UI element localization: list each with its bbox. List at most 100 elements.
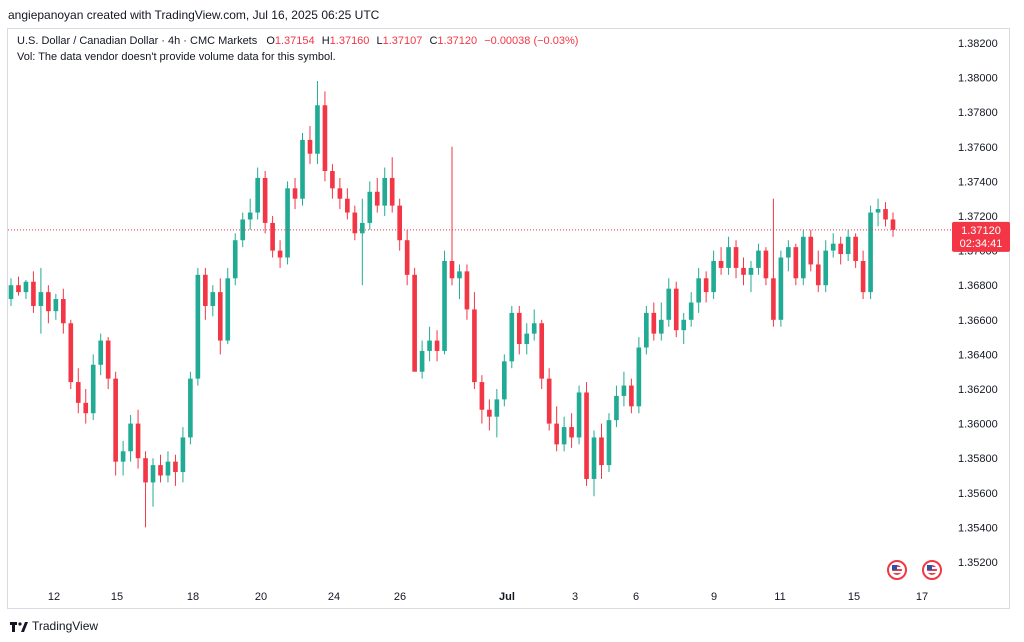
candle-body <box>382 177 388 206</box>
candle-body <box>673 288 679 331</box>
candle-body <box>591 437 597 479</box>
candle-body <box>300 139 305 199</box>
candle-body <box>599 437 604 466</box>
candle-body <box>90 364 96 414</box>
candle-body <box>786 247 791 258</box>
candle-body <box>546 378 552 424</box>
candle-body <box>46 292 51 312</box>
candle-body <box>666 288 672 320</box>
candle-body <box>808 236 814 265</box>
change-value: −0.00038 (−0.03%) <box>484 35 579 47</box>
y-tick-label: 1.36800 <box>958 280 998 292</box>
candle-body <box>255 177 260 213</box>
candle-body <box>195 274 201 379</box>
candle-body <box>292 188 298 199</box>
candle-body <box>621 385 627 396</box>
y-tick-label: 1.36200 <box>958 384 998 396</box>
candle-body <box>838 243 843 255</box>
candle-body <box>8 285 14 300</box>
candle-body <box>307 139 313 154</box>
candle-body <box>367 191 373 223</box>
candle-body <box>569 427 574 438</box>
y-tick-label: 1.38000 <box>958 73 998 85</box>
y-tick-label: 1.37200 <box>958 211 998 223</box>
candle-body <box>427 340 432 351</box>
candle-body <box>203 274 208 306</box>
candle-body <box>800 236 806 279</box>
y-tick-label: 1.36000 <box>958 419 998 431</box>
close-value: 1.37120 <box>437 35 478 47</box>
volume-note: Vol: The data vendor doesn't provide vol… <box>17 51 336 63</box>
candle-body <box>322 105 328 172</box>
candle-body <box>606 420 612 466</box>
candle-body <box>352 212 358 234</box>
y-tick-label: 1.35200 <box>958 557 998 569</box>
candle-body <box>868 212 873 293</box>
candle-body <box>247 212 253 220</box>
candle-body <box>494 399 500 417</box>
candle-body <box>315 105 320 154</box>
candle-body <box>629 385 634 407</box>
candle-body <box>516 312 522 345</box>
candle-body <box>98 340 104 365</box>
candle-body <box>464 271 470 310</box>
candle-body <box>614 395 619 421</box>
us-flag-event-icon[interactable] <box>922 560 942 580</box>
candle-body <box>38 292 44 306</box>
candle-body <box>188 378 193 438</box>
candle-body <box>875 209 881 213</box>
candle-body <box>703 278 709 293</box>
candle-body <box>345 198 350 213</box>
x-tick-label: 3 <box>572 591 578 603</box>
candle-body <box>584 392 589 479</box>
candle-body <box>561 427 567 445</box>
open-value: 1.37154 <box>274 35 315 47</box>
candle-body <box>419 350 425 372</box>
x-tick-label: Jul <box>499 591 515 603</box>
candle-body <box>75 382 81 403</box>
y-tick-label: 1.37800 <box>958 107 998 119</box>
candle-body <box>68 323 74 383</box>
x-tick-label: 9 <box>711 591 717 603</box>
candle-body <box>823 250 829 286</box>
y-tick-label: 1.36400 <box>958 349 998 361</box>
candle-body <box>120 451 126 462</box>
candle-body <box>83 402 89 414</box>
x-tick-label: 12 <box>48 591 60 603</box>
candle-body <box>815 264 821 286</box>
candle-body <box>741 267 746 275</box>
candle-body <box>158 465 163 476</box>
candle-body <box>225 278 231 341</box>
candle-body <box>150 465 156 483</box>
y-tick-label: 1.37600 <box>958 142 998 154</box>
candle-body <box>554 423 559 445</box>
candle-body <box>31 281 36 306</box>
close-label: C <box>429 35 438 47</box>
candle-body <box>180 437 186 473</box>
candle-body <box>830 243 836 251</box>
us-flag-event-icon[interactable] <box>887 560 907 580</box>
candle-body <box>285 188 290 258</box>
candle-body <box>771 278 776 320</box>
chart-frame <box>7 28 1010 609</box>
candle-body <box>217 292 223 341</box>
candle-body <box>509 312 515 362</box>
candle-body <box>696 278 701 303</box>
candle-body <box>576 392 582 438</box>
candle-body <box>173 461 178 473</box>
y-tick-label: 1.38200 <box>958 38 998 50</box>
candle-body <box>681 319 687 331</box>
candle-body <box>524 333 530 345</box>
candle-body <box>359 222 365 234</box>
candle-body <box>442 260 447 351</box>
candle-body <box>210 292 216 306</box>
y-tick-label: 1.37400 <box>958 176 998 188</box>
footer-brand[interactable]: TradingView <box>10 619 98 633</box>
x-tick-label: 15 <box>848 591 860 603</box>
candle-body <box>113 378 118 462</box>
x-tick-label: 15 <box>111 591 123 603</box>
y-tick-label: 1.35800 <box>958 453 998 465</box>
low-label: L <box>376 35 383 47</box>
candle-body <box>636 347 642 407</box>
